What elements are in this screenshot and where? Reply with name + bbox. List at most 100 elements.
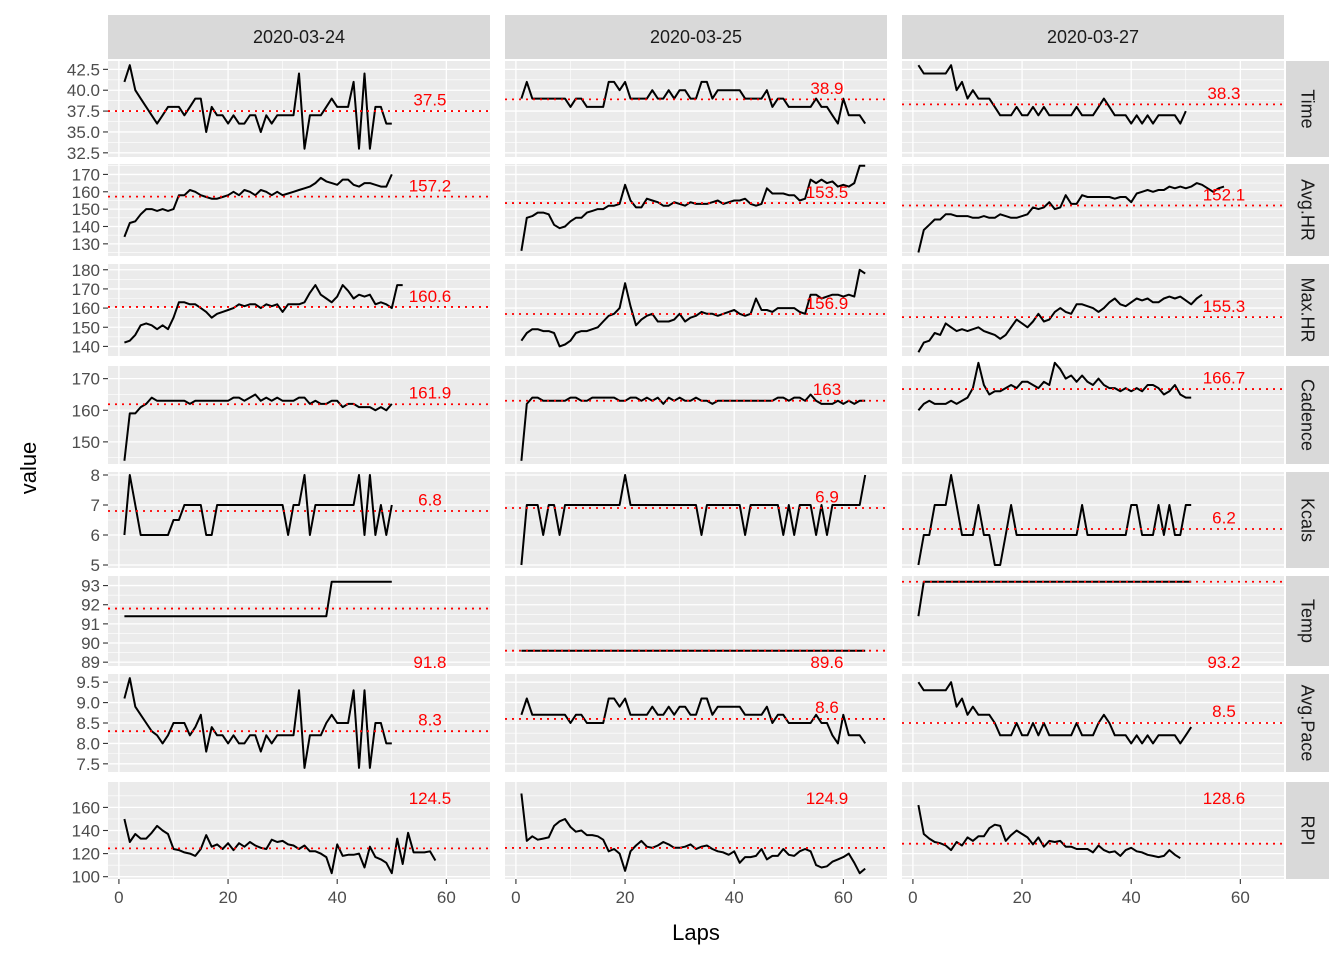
y-tick-label: 92 — [81, 596, 100, 615]
mean-label: 6.9 — [815, 487, 839, 506]
facet-strip-right — [1286, 61, 1329, 157]
mean-label: 124.5 — [409, 789, 452, 808]
series-line-2020-03-27-Max.HR — [917, 293, 1203, 353]
panel-background — [505, 61, 887, 157]
y-tick-label: 170 — [72, 280, 100, 299]
y-tick-label: 7.5 — [76, 755, 100, 774]
y-tick-label: 93 — [81, 577, 100, 596]
y-tick-label: 170 — [72, 370, 100, 389]
facet-strip-label: RPI — [1298, 815, 1318, 845]
y-tick-label: 7 — [91, 496, 100, 515]
mean-label: 89.6 — [810, 653, 843, 672]
mean-label: 93.2 — [1207, 653, 1240, 672]
series-line-2020-03-25-Cadence — [520, 393, 866, 461]
facet-strip-label: Avg.Pace — [1298, 685, 1318, 762]
series-line-2020-03-24-Temp — [124, 580, 392, 618]
x-tick-label: 40 — [725, 888, 744, 907]
series-line-2020-03-27-Cadence — [917, 361, 1192, 411]
y-tick-label: 90 — [81, 634, 100, 653]
facet-strip-right — [1286, 674, 1329, 772]
mean-label: 38.9 — [810, 79, 843, 98]
panel-background — [108, 576, 490, 666]
facet-strip-top — [505, 15, 887, 59]
series-line-2020-03-27-Avg.Pace — [917, 681, 1193, 745]
x-tick-label: 40 — [1122, 888, 1141, 907]
y-axis-title: value — [16, 442, 41, 495]
series-line-2020-03-25-Kcals — [520, 474, 867, 566]
mean-label: 160.6 — [409, 287, 452, 306]
mean-label: 8.6 — [815, 698, 839, 717]
series-line-2020-03-25-Avg.HR — [520, 164, 866, 251]
panel-background — [108, 264, 490, 356]
mean-label: 6.2 — [1212, 508, 1236, 527]
y-tick-label: 150 — [72, 318, 100, 337]
y-tick-label: 91 — [81, 615, 100, 634]
y-tick-label: 35.0 — [67, 123, 100, 142]
y-tick-label: 140 — [72, 217, 100, 236]
panel-background — [902, 366, 1284, 464]
facet-strip-right — [1286, 366, 1329, 464]
panel-background — [108, 366, 490, 464]
y-tick-label: 130 — [72, 235, 100, 254]
series-line-2020-03-27-Avg.HR — [917, 182, 1225, 253]
mean-label: 152.1 — [1203, 185, 1246, 204]
mean-label: 156.9 — [806, 294, 849, 313]
panel-background — [505, 366, 887, 464]
mean-label: 155.3 — [1203, 297, 1246, 316]
mean-label: 163 — [813, 380, 841, 399]
x-tick-label: 0 — [908, 888, 917, 907]
x-tick-label: 20 — [1013, 888, 1032, 907]
series-line-2020-03-24-RPI — [123, 818, 437, 875]
mean-label: 6.8 — [418, 490, 442, 509]
y-tick-label: 120 — [72, 845, 100, 864]
y-tick-label: 8.0 — [76, 734, 100, 753]
y-tick-label: 160 — [72, 299, 100, 318]
panel-background — [902, 61, 1284, 157]
facet-strip-label: Kcals — [1298, 498, 1318, 542]
facet-strip-label: Cadence — [1298, 379, 1318, 451]
facet-strip-label: Max.HR — [1298, 277, 1318, 342]
mean-label: 161.9 — [409, 383, 452, 402]
series-line-2020-03-27-RPI — [917, 804, 1181, 860]
y-tick-label: 42.5 — [67, 60, 100, 79]
series-line-2020-03-24-Avg.Pace — [123, 677, 392, 769]
x-tick-label: 40 — [328, 888, 347, 907]
facet-strip-right — [1286, 264, 1329, 356]
y-tick-label: 180 — [72, 261, 100, 280]
mean-label: 91.8 — [413, 653, 446, 672]
y-tick-label: 37.5 — [67, 102, 100, 121]
x-tick-label: 20 — [219, 888, 238, 907]
facet-strip-right — [1286, 782, 1329, 879]
facet-strip-top — [108, 15, 490, 59]
y-tick-label: 32.5 — [67, 144, 100, 163]
facet-strip-label: Time — [1298, 89, 1318, 128]
facet-strip-label: 2020-03-25 — [650, 27, 742, 47]
y-tick-label: 100 — [72, 868, 100, 887]
facet-strip-right — [1286, 164, 1329, 256]
facet-strip-top — [902, 15, 1284, 59]
x-tick-label: 60 — [437, 888, 456, 907]
mean-label: 8.3 — [418, 710, 442, 729]
series-line-2020-03-24-Avg.HR — [123, 173, 393, 238]
mean-label: 38.3 — [1207, 84, 1240, 103]
facet-strip-label: Temp — [1298, 599, 1318, 643]
facet-strip-label: 2020-03-27 — [1047, 27, 1139, 47]
panel-background — [505, 164, 887, 256]
y-tick-label: 150 — [72, 433, 100, 452]
x-axis-title: Laps — [672, 920, 720, 945]
y-tick-label: 170 — [72, 165, 100, 184]
series-line-2020-03-25-RPI — [520, 793, 866, 875]
mean-label: 153.5 — [806, 183, 849, 202]
panel-background — [902, 576, 1284, 666]
series-line-2020-03-25-Max.HR — [520, 268, 866, 348]
mean-label: 37.5 — [413, 91, 446, 110]
y-tick-label: 150 — [72, 200, 100, 219]
y-tick-label: 160 — [72, 401, 100, 420]
y-tick-label: 140 — [72, 822, 100, 841]
series-line-2020-03-25-Avg.Pace — [520, 697, 867, 745]
y-tick-label: 6 — [91, 526, 100, 545]
y-tick-label: 8.5 — [76, 714, 100, 733]
series-line-2020-03-24-Time — [123, 64, 392, 150]
mean-label: 166.7 — [1203, 368, 1246, 387]
